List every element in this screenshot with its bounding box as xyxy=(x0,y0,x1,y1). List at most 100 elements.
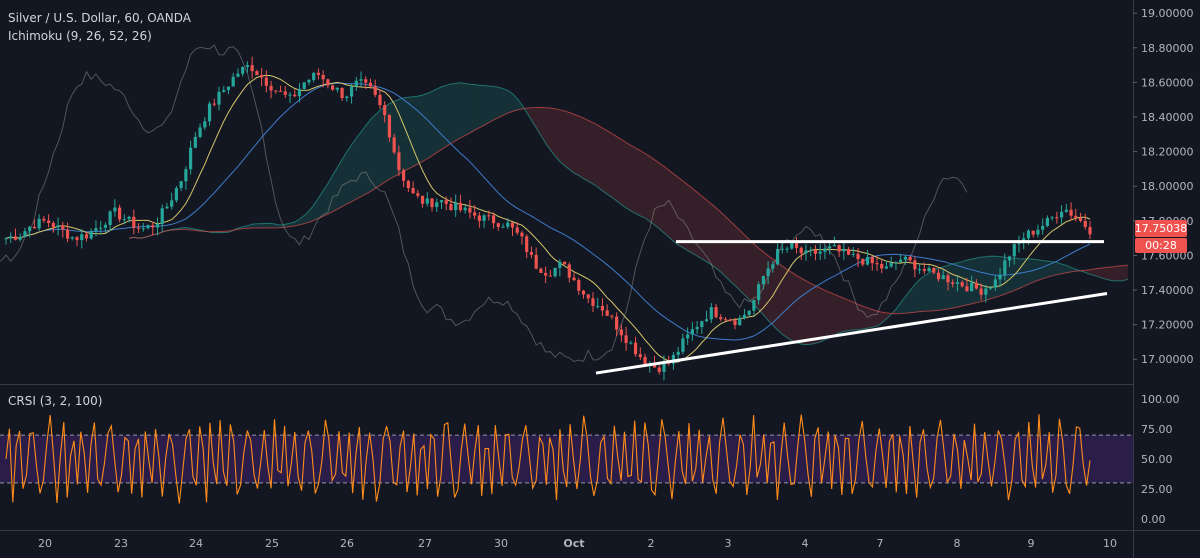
cloud-segment xyxy=(252,223,257,229)
candle-body xyxy=(728,319,732,321)
candle-body xyxy=(1055,217,1059,219)
cloud-segment xyxy=(858,304,863,330)
time-tick-label: 8 xyxy=(954,537,961,550)
price-badge-value: 17.75038 xyxy=(1135,222,1188,235)
candle-body xyxy=(529,252,534,255)
candle-body xyxy=(1059,211,1064,218)
cloud-segment xyxy=(725,216,731,282)
candle-body xyxy=(629,342,633,344)
candle-body xyxy=(790,242,794,249)
senkou-span-b xyxy=(129,106,1128,315)
price-tick-label: 18.40000 xyxy=(1141,111,1194,124)
candle-body xyxy=(1036,229,1040,235)
candle-body xyxy=(132,216,136,228)
cloud-segment xyxy=(678,177,683,248)
candle-body xyxy=(955,282,960,284)
candle-body xyxy=(917,269,922,271)
cloud-segment xyxy=(488,85,494,123)
crsi-axis[interactable]: 100.00 75.00 50.00 25.00 0.00 xyxy=(1141,393,1180,526)
ichimoku-legend[interactable]: Ichimoku (9, 26, 52, 26) xyxy=(8,29,152,43)
cloud-segment xyxy=(862,306,868,330)
crsi-tick-label: 50.00 xyxy=(1141,453,1173,466)
candle-body xyxy=(681,338,685,352)
candle-body xyxy=(766,268,770,277)
candle-body xyxy=(1007,256,1012,261)
symbol-title[interactable]: Silver / U.S. Dollar, 60, OANDA xyxy=(8,11,192,25)
cloud-segment xyxy=(441,85,447,150)
cloud-segment xyxy=(450,83,456,144)
cloud-segment xyxy=(1108,266,1114,281)
candle-body xyxy=(217,91,221,105)
candle-body xyxy=(771,264,775,269)
candle-body xyxy=(544,272,548,276)
cloud-segment xyxy=(512,93,518,112)
candles xyxy=(4,56,1092,381)
support-trendline[interactable] xyxy=(595,292,1108,375)
candle-body xyxy=(775,248,780,265)
cloud-segment xyxy=(583,118,589,182)
cloud-segment xyxy=(981,256,986,302)
candle-body xyxy=(605,310,609,316)
cloud-segment xyxy=(626,142,631,211)
trendlines[interactable] xyxy=(595,240,1108,375)
cloud-segment xyxy=(659,163,664,233)
candle-body xyxy=(553,267,557,277)
candle-body xyxy=(136,227,141,229)
candle-body xyxy=(596,305,600,307)
candle-body xyxy=(94,228,98,232)
cloud-segment xyxy=(1033,259,1038,283)
cloud-segment xyxy=(914,279,920,313)
time-axis[interactable]: 20 23 24 25 26 27 30 Oct 2 3 4 7 8 9 10 xyxy=(38,537,1117,550)
cloud-segment xyxy=(569,112,575,173)
cloud-segment xyxy=(1042,260,1048,279)
cloud-segment xyxy=(905,290,911,314)
candle-body xyxy=(47,220,51,223)
candle-body xyxy=(226,86,231,91)
cloud-segment xyxy=(1099,267,1105,279)
candle-body xyxy=(1003,260,1007,275)
candle-body xyxy=(113,207,117,212)
candle-body xyxy=(510,222,515,228)
price-axis[interactable]: 19.00000 18.80000 18.60000 18.40000 18.20000… xyxy=(1133,7,1194,366)
candle-body xyxy=(676,351,680,355)
candle-body xyxy=(908,256,912,261)
cloud-segment xyxy=(810,283,816,345)
candle-body xyxy=(875,263,879,265)
candle-body xyxy=(170,200,174,207)
candle-body xyxy=(269,85,273,91)
cloud-segment xyxy=(1037,259,1043,281)
price-tick-label: 17.00000 xyxy=(1141,353,1194,366)
cloud-segment xyxy=(578,116,584,179)
cloud-segment xyxy=(853,302,859,330)
candle-body xyxy=(193,136,197,148)
price-tick-label: 18.20000 xyxy=(1141,146,1194,159)
candle-body xyxy=(643,356,647,365)
candle-body xyxy=(146,225,150,229)
cloud-segment xyxy=(356,131,362,200)
time-tick-label: 10 xyxy=(1103,537,1117,550)
candle-body xyxy=(799,247,803,254)
candle-body xyxy=(946,275,950,283)
cloud-segment xyxy=(867,307,873,329)
time-tick-label: 20 xyxy=(38,537,52,550)
cloud-segment xyxy=(422,93,428,162)
cloud-segment xyxy=(720,212,726,277)
candle-body xyxy=(89,231,93,239)
candle-body xyxy=(794,242,799,248)
cloud-segment xyxy=(734,225,740,291)
crsi-legend[interactable]: CRSI (3, 2, 100) xyxy=(8,394,102,408)
cloud-segment xyxy=(881,312,887,323)
candle-body xyxy=(425,198,429,204)
candle-body xyxy=(1022,238,1026,242)
candle-body xyxy=(861,259,865,265)
candle-body xyxy=(1045,217,1049,226)
cloud-segment xyxy=(621,139,627,208)
candle-body xyxy=(1088,226,1092,235)
candle-body xyxy=(349,86,354,97)
candle-body xyxy=(733,320,737,326)
cloud-segment xyxy=(829,292,835,338)
candle-body xyxy=(865,256,870,265)
candle-body xyxy=(364,79,368,83)
